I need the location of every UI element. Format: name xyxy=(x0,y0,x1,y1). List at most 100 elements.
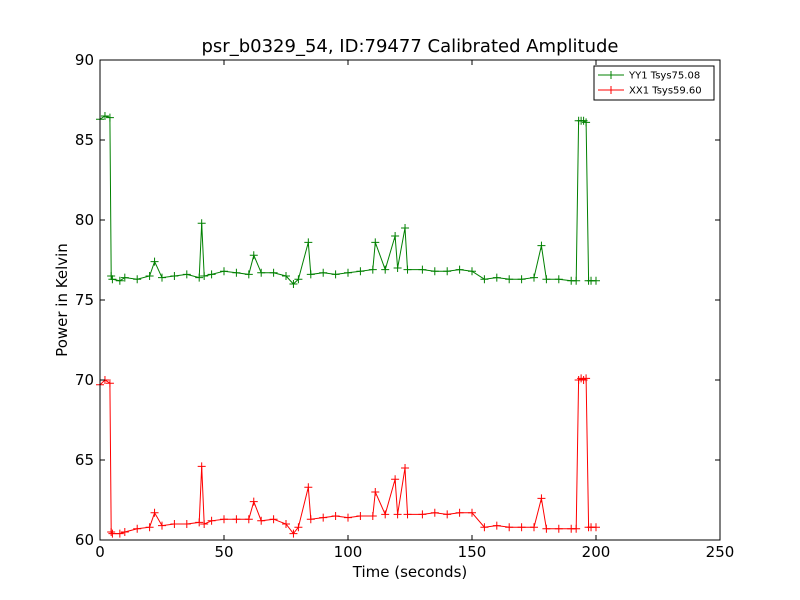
series-1-point xyxy=(356,512,365,520)
series-0-point xyxy=(537,241,546,250)
series-0-point xyxy=(182,270,191,279)
series-0-point xyxy=(381,265,390,274)
legend-label: YY1 Tsys75.08 xyxy=(628,71,700,82)
series-1-point xyxy=(368,512,377,520)
series-0-point xyxy=(133,275,142,284)
series-0-point xyxy=(200,272,209,280)
series-1-point xyxy=(517,523,526,532)
series-0-point xyxy=(572,276,581,285)
y-tick-label: 70 xyxy=(75,371,94,389)
series-1-point xyxy=(145,523,154,532)
series-1-point xyxy=(133,524,142,533)
series-0-point xyxy=(344,268,352,277)
series-1-point xyxy=(468,508,476,517)
series-0-point xyxy=(269,268,278,277)
series-0-point xyxy=(582,118,591,127)
legend-box xyxy=(593,65,715,101)
y-tick-label: 75 xyxy=(75,291,94,309)
legend: YY1 Tsys75.08 XX1 Tsys59.60 xyxy=(593,65,715,101)
series-0-point xyxy=(401,224,410,232)
legend-label: XX1 Tsys59.60 xyxy=(629,86,702,97)
series-0-point xyxy=(170,272,179,280)
series-0-point xyxy=(492,273,501,282)
y-tick-label: 65 xyxy=(75,451,94,469)
plot-area xyxy=(96,112,600,538)
x-tick-label: 250 xyxy=(706,543,735,561)
series-0-point xyxy=(530,273,538,282)
series-1-point xyxy=(195,518,204,527)
series-1-point xyxy=(542,524,551,533)
series-1-point xyxy=(170,520,179,528)
series-1-point xyxy=(294,523,303,532)
series-1-point xyxy=(182,520,191,528)
series-0-point xyxy=(542,275,551,284)
series-0-point xyxy=(403,265,412,274)
series-1-point xyxy=(381,510,390,519)
series-0-point xyxy=(368,265,377,274)
series-1-point xyxy=(220,515,228,524)
x-tick-label: 50 xyxy=(214,543,233,561)
series-0-point xyxy=(282,272,290,280)
series-1-point xyxy=(492,521,501,530)
series-0-point xyxy=(289,280,298,288)
series-1-point xyxy=(344,513,352,522)
series-0-point xyxy=(517,275,526,284)
series-0-point xyxy=(480,275,489,284)
series-1-point xyxy=(391,475,400,484)
series-0-point xyxy=(443,267,452,276)
series-0-point xyxy=(554,275,563,284)
series-1-point xyxy=(393,510,402,519)
series-1-point xyxy=(455,508,464,517)
series-0-point xyxy=(232,268,241,277)
series-0-point xyxy=(244,270,253,279)
y-tick-label: 60 xyxy=(75,531,94,549)
x-tick-label: 200 xyxy=(582,543,611,561)
series-0-point xyxy=(207,270,216,279)
y-tick-label: 80 xyxy=(75,211,94,229)
series-0-point xyxy=(468,267,476,276)
y-axis-title: Power in Kelvin xyxy=(53,243,71,357)
series-1-point xyxy=(319,513,328,522)
x-tick-label: 0 xyxy=(95,543,105,561)
series-1-point xyxy=(282,520,290,528)
series-1-point xyxy=(244,515,253,524)
series-0-point xyxy=(592,276,600,285)
series-1-point xyxy=(554,524,563,533)
series-0-point xyxy=(418,265,427,274)
series-0-point xyxy=(249,251,258,260)
series-0-point xyxy=(505,275,514,284)
series-1-point xyxy=(105,379,114,388)
series-1-point xyxy=(289,529,298,538)
axis-ticks: 0 50 100 150 200 250 60 65 70 75 80 85 90 xyxy=(75,51,734,561)
series-1-point xyxy=(304,483,313,492)
series-0-point xyxy=(391,232,400,240)
series-0-point xyxy=(197,219,206,228)
series-1-point xyxy=(331,512,340,520)
x-tick-label: 100 xyxy=(334,543,363,561)
series-0-point xyxy=(105,113,114,122)
series-0-point xyxy=(393,264,402,272)
series-1-point xyxy=(371,488,380,496)
series-1-point xyxy=(108,529,117,538)
series-1-point xyxy=(418,510,427,519)
series-1-point xyxy=(115,529,124,538)
series-0-point xyxy=(100,112,109,120)
series-0-point xyxy=(319,268,328,277)
series-1-point xyxy=(257,516,266,525)
series-1-point xyxy=(480,523,489,532)
series-1-point xyxy=(200,520,209,528)
x-axis-title: Time (seconds) xyxy=(352,563,468,581)
series-1-point xyxy=(232,515,241,524)
y-tick-label: 90 xyxy=(75,51,94,69)
series-1-point xyxy=(207,516,216,525)
series-1-point xyxy=(150,508,159,517)
series-1-point xyxy=(505,523,514,532)
x-tick-label: 150 xyxy=(458,543,487,561)
series-1-point xyxy=(537,494,546,503)
series-1-point xyxy=(572,524,581,533)
y-tick-label: 85 xyxy=(75,131,94,149)
series-0-point xyxy=(158,273,166,282)
series-0-point xyxy=(120,273,129,282)
series-0-point xyxy=(108,275,117,284)
